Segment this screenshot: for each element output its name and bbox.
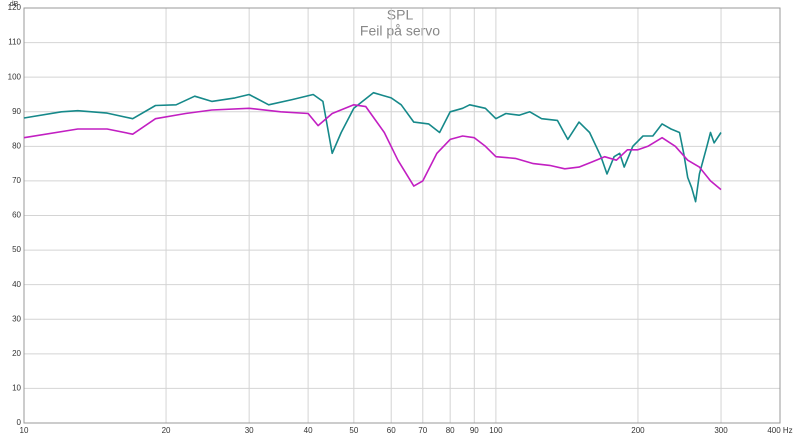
y-tick-label: 20 <box>12 349 21 358</box>
x-tick-label: 80 <box>446 426 455 435</box>
series-line <box>23 104 722 191</box>
y-tick-label: 0 <box>17 418 22 427</box>
x-tick-label: 40 <box>304 426 313 435</box>
x-tick-label: 10 <box>20 426 29 435</box>
chart-subtitle: Feil på servo <box>360 23 440 39</box>
x-tick-label: 100 <box>489 426 503 435</box>
x-tick-label: 90 <box>470 426 479 435</box>
y-tick-label: 10 <box>12 384 21 393</box>
y-tick-label: 80 <box>12 141 21 150</box>
x-tick-label: 60 <box>387 426 396 435</box>
x-tick-label: 300 <box>714 426 728 435</box>
y-axis-label: dB <box>10 1 19 8</box>
plot-frame <box>23 7 781 424</box>
y-tick-label: 70 <box>12 176 21 185</box>
y-tick-label: 90 <box>12 107 21 116</box>
y-tick-label: 50 <box>12 245 21 254</box>
series-line <box>23 91 722 203</box>
x-tick-label: 30 <box>245 426 254 435</box>
y-tick-label: 100 <box>8 72 22 81</box>
x-tick-label: 200 <box>631 426 645 435</box>
x-tick-label: 400 Hz <box>767 426 792 435</box>
y-tick-label: 120 <box>8 3 22 12</box>
x-tick-label: 50 <box>349 426 358 435</box>
y-tick-label: 110 <box>8 38 21 47</box>
x-tick-label: 70 <box>418 426 427 435</box>
y-tick-label: 40 <box>12 280 21 289</box>
y-tick-label: 30 <box>12 314 21 323</box>
x-tick-label: 20 <box>162 426 171 435</box>
y-tick-label: 60 <box>12 211 21 220</box>
chart-title: SPL <box>387 7 414 23</box>
